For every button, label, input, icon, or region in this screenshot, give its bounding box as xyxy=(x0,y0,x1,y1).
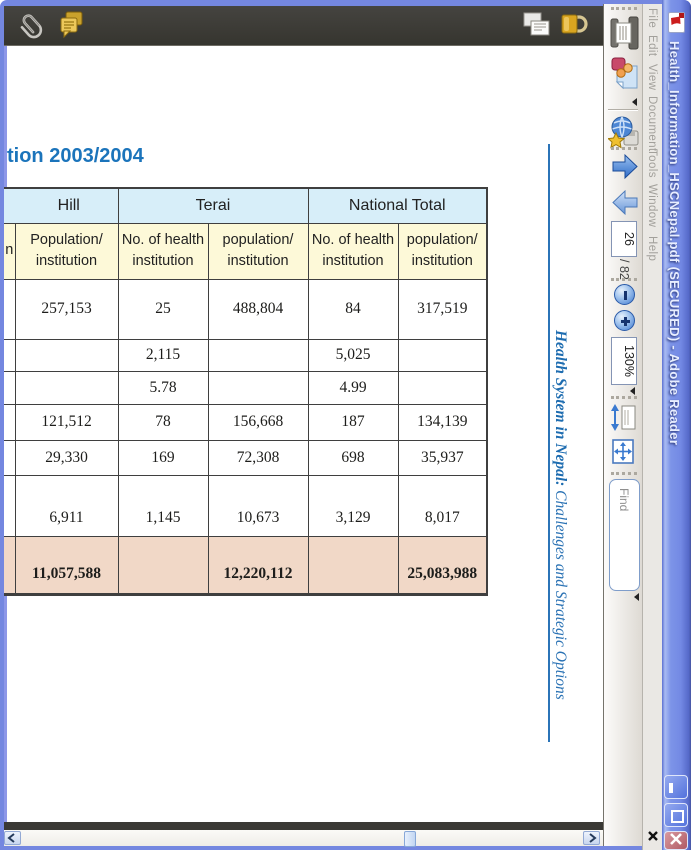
table-row: 121,512 78 156,668 187 134,139 xyxy=(4,403,488,441)
scroll-right-button[interactable] xyxy=(583,831,600,845)
zoom-in-button[interactable] xyxy=(614,310,635,331)
chevron-right-icon xyxy=(589,833,597,843)
share-collaborate-button[interactable] xyxy=(607,115,640,152)
book-title-main: Health System in Nepal: xyxy=(552,330,569,487)
window-title: Health_Information_HSCNepal.pdf (SECURED… xyxy=(667,41,682,446)
toolbar-separator-dots xyxy=(611,396,637,399)
pages-panel-button[interactable] xyxy=(521,9,553,41)
toolbar-separator xyxy=(608,109,638,111)
toolbar-separator-dots xyxy=(611,147,637,150)
sidebar-rule-line xyxy=(548,144,550,742)
toolbar: 26 / 82 130% xyxy=(603,4,643,846)
scroll-left-button[interactable] xyxy=(4,831,21,845)
comments-panel-button[interactable] xyxy=(56,9,88,41)
table-row: 5.78 4.99 xyxy=(4,370,488,405)
page-count-label: / 82 xyxy=(617,259,631,280)
fit-width-button[interactable] xyxy=(609,402,637,436)
book-title-subtitle: Challenges and Strategic Options xyxy=(552,486,569,700)
page-surround-strip xyxy=(4,822,603,830)
globe-star-icon xyxy=(607,116,640,152)
group-header-hill: Hill xyxy=(4,187,119,224)
zoom-dropdown-icon[interactable] xyxy=(626,387,635,395)
minimize-button[interactable] xyxy=(664,775,688,799)
maximize-icon xyxy=(671,810,684,823)
close-icon xyxy=(670,832,682,845)
toolbar-separator-dots xyxy=(611,278,637,281)
menu-edit[interactable]: Edit xyxy=(646,35,658,57)
find-dropdown-icon[interactable] xyxy=(630,593,639,601)
title-bar: Health_Information_HSCNepal.pdf (SECURED… xyxy=(662,0,691,850)
table-total-row: 11,057,588 12,220,112 25,083,988 xyxy=(4,535,488,596)
comments-icon xyxy=(56,11,88,44)
health-institutions-table: Hill Terai National Total n Population/ … xyxy=(4,187,488,596)
paperclip-icon xyxy=(16,14,48,44)
find-input[interactable]: Find xyxy=(609,479,640,591)
fit-page-icon xyxy=(610,439,636,469)
page-number-input[interactable]: 26 xyxy=(611,221,637,257)
group-header-national: National Total xyxy=(307,187,488,224)
arrow-left-icon xyxy=(610,189,640,222)
table-row: 29,330 169 72,308 698 35,937 xyxy=(4,439,488,476)
zoom-out-button[interactable] xyxy=(614,284,635,305)
close-x-icon xyxy=(648,831,658,841)
toolbar-grip[interactable] xyxy=(611,7,637,10)
stamp-icon xyxy=(609,57,639,95)
menu-tools[interactable]: Tools xyxy=(646,149,658,178)
col-header: population/ institution xyxy=(397,222,488,280)
scrollbar-thumb[interactable] xyxy=(404,831,416,847)
zoom-level-input[interactable]: 130% xyxy=(611,337,637,385)
navigation-panel-strip xyxy=(4,6,603,46)
maximize-button[interactable] xyxy=(664,803,688,827)
stamp-dropdown-icon[interactable] xyxy=(628,98,637,106)
arrow-right-icon xyxy=(610,153,640,186)
close-button[interactable] xyxy=(664,831,688,850)
fit-page-button[interactable] xyxy=(610,437,636,469)
book-title-sidebar: Health System in Nepal: Challenges and S… xyxy=(551,330,569,700)
table-row: 2,115 5,025 xyxy=(4,338,488,372)
next-view-button[interactable] xyxy=(610,187,640,222)
close-document-button[interactable] xyxy=(647,830,659,842)
menu-help[interactable]: Help xyxy=(646,236,658,262)
fit-width-icon xyxy=(609,404,637,436)
horizontal-scrollbar[interactable] xyxy=(4,830,603,847)
toolbar-separator-dots xyxy=(611,472,637,475)
attachments-panel-button[interactable] xyxy=(16,9,48,41)
printer-icon xyxy=(609,16,639,55)
menu-window[interactable]: Window xyxy=(646,184,658,228)
group-header-terai: Terai xyxy=(117,187,309,224)
table-row: 257,153 25 488,804 84 317,519 xyxy=(4,278,488,340)
col-header: No. of health institution xyxy=(307,222,399,280)
chevron-left-icon xyxy=(7,833,15,843)
stamp-sign-button[interactable] xyxy=(609,56,639,95)
col-header: No. of health institution xyxy=(117,222,209,280)
adobe-pdf-icon xyxy=(666,11,687,39)
lock-icon xyxy=(560,14,592,44)
pages-icon xyxy=(521,12,553,44)
col-header: population/ institution xyxy=(207,222,309,280)
document-heading-fragment: tion 2003/2004 xyxy=(7,145,144,167)
pdf-page: tion 2003/2004 Hill Terai National Total… xyxy=(4,46,603,822)
find-placeholder: Find xyxy=(617,488,631,512)
menu-document[interactable]: Document xyxy=(646,96,658,152)
document-pane: tion 2003/2004 Hill Terai National Total… xyxy=(4,6,603,847)
minimize-icon xyxy=(669,783,673,793)
previous-view-button[interactable] xyxy=(610,151,640,186)
menu-bar: File Edit View Document Tools Window Hel… xyxy=(642,4,663,850)
security-panel-button[interactable] xyxy=(560,9,592,41)
menu-file[interactable]: File xyxy=(646,8,658,29)
col-header: n xyxy=(4,222,16,280)
print-button[interactable] xyxy=(609,14,639,55)
minus-icon xyxy=(624,291,627,300)
menu-view[interactable]: View xyxy=(646,64,658,91)
table-row: 6,911 1,145 10,673 3,129 8,017 xyxy=(4,474,488,537)
col-header: Population/ institution xyxy=(14,222,119,280)
